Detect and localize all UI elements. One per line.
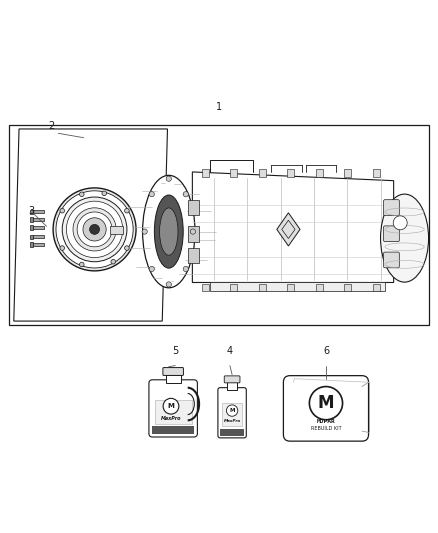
- Circle shape: [183, 191, 188, 197]
- Text: REBUILD KIT: REBUILD KIT: [311, 425, 341, 431]
- Circle shape: [149, 266, 154, 272]
- Bar: [110, 226, 123, 235]
- Text: M: M: [318, 394, 334, 412]
- Bar: [373, 284, 380, 291]
- Text: M: M: [168, 403, 174, 409]
- Bar: [202, 284, 209, 291]
- Circle shape: [56, 191, 133, 268]
- FancyBboxPatch shape: [149, 380, 198, 437]
- Polygon shape: [188, 226, 199, 241]
- Circle shape: [125, 246, 129, 251]
- FancyBboxPatch shape: [384, 252, 399, 268]
- Polygon shape: [192, 172, 394, 282]
- Circle shape: [80, 192, 84, 197]
- Polygon shape: [14, 129, 167, 321]
- Circle shape: [67, 201, 123, 257]
- Polygon shape: [277, 213, 300, 246]
- Circle shape: [166, 282, 171, 287]
- Bar: [10, 125, 428, 326]
- Text: 4: 4: [227, 346, 233, 356]
- Bar: [30, 242, 33, 247]
- Circle shape: [183, 266, 188, 272]
- Ellipse shape: [154, 195, 183, 268]
- Bar: [259, 284, 266, 291]
- Bar: [33, 243, 44, 246]
- FancyBboxPatch shape: [384, 226, 399, 241]
- Bar: [30, 217, 33, 222]
- Bar: [30, 209, 33, 214]
- Bar: [259, 169, 266, 177]
- Bar: [202, 169, 209, 177]
- Bar: [33, 236, 44, 238]
- Circle shape: [166, 176, 171, 181]
- Circle shape: [111, 260, 116, 264]
- Bar: [316, 284, 323, 291]
- Circle shape: [83, 218, 106, 241]
- FancyBboxPatch shape: [283, 376, 368, 441]
- Text: MOPAR: MOPAR: [317, 419, 336, 424]
- Bar: [152, 426, 194, 433]
- FancyBboxPatch shape: [224, 376, 240, 383]
- Polygon shape: [210, 282, 385, 291]
- Circle shape: [90, 224, 99, 235]
- Circle shape: [190, 229, 195, 234]
- Bar: [287, 284, 294, 291]
- Text: MaxPro: MaxPro: [223, 418, 241, 423]
- Text: MaxPro: MaxPro: [161, 416, 181, 421]
- Bar: [287, 169, 294, 177]
- Circle shape: [149, 191, 154, 197]
- Bar: [155, 400, 192, 424]
- Text: 6: 6: [323, 346, 329, 356]
- Text: 5: 5: [172, 346, 178, 356]
- Text: M: M: [230, 408, 235, 413]
- Circle shape: [73, 208, 116, 251]
- Circle shape: [60, 208, 64, 213]
- Circle shape: [60, 246, 64, 251]
- Ellipse shape: [381, 194, 428, 282]
- Circle shape: [393, 216, 407, 230]
- Circle shape: [125, 208, 129, 213]
- Bar: [33, 211, 44, 214]
- FancyBboxPatch shape: [163, 368, 184, 375]
- Circle shape: [163, 398, 179, 414]
- Bar: [166, 375, 181, 383]
- Bar: [33, 226, 44, 229]
- FancyBboxPatch shape: [218, 387, 246, 438]
- Bar: [30, 225, 33, 230]
- Circle shape: [80, 262, 84, 266]
- Text: 3: 3: [28, 206, 34, 216]
- Ellipse shape: [159, 208, 178, 255]
- Text: 2: 2: [48, 121, 54, 131]
- Bar: [230, 169, 237, 177]
- Bar: [30, 235, 33, 239]
- Bar: [344, 284, 351, 291]
- Circle shape: [142, 229, 147, 234]
- Bar: [316, 169, 323, 177]
- Bar: [33, 218, 44, 221]
- Circle shape: [53, 188, 136, 271]
- Text: 1: 1: [216, 101, 222, 111]
- Circle shape: [226, 405, 238, 416]
- Bar: [222, 403, 242, 426]
- Circle shape: [102, 191, 106, 196]
- Ellipse shape: [143, 175, 195, 288]
- Bar: [344, 169, 351, 177]
- FancyBboxPatch shape: [384, 200, 399, 215]
- Polygon shape: [188, 248, 199, 263]
- Circle shape: [62, 197, 127, 262]
- Circle shape: [309, 386, 343, 420]
- Polygon shape: [188, 200, 199, 215]
- Circle shape: [77, 212, 112, 247]
- Bar: [227, 382, 237, 390]
- Bar: [220, 429, 244, 435]
- Bar: [230, 284, 237, 291]
- Bar: [373, 169, 380, 177]
